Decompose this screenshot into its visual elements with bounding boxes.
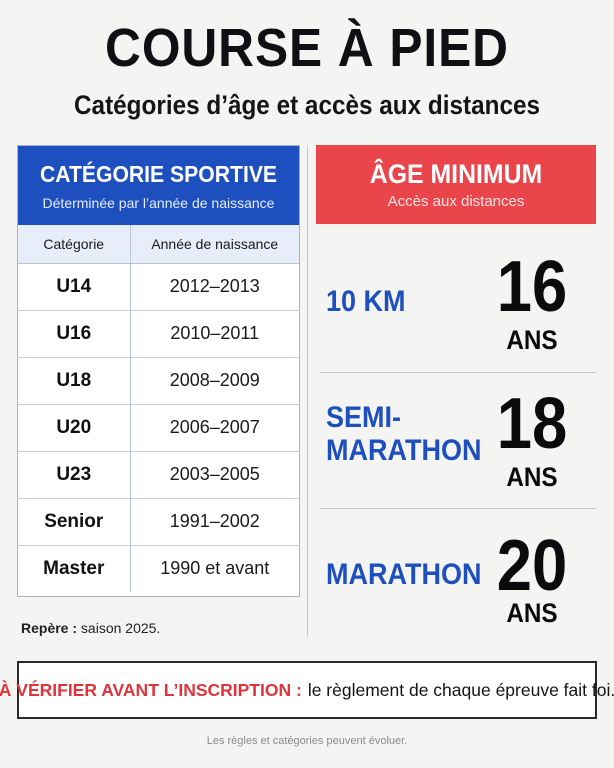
table-header-row: Catégorie Année de naissance bbox=[18, 225, 299, 264]
season-note-label: Repère : bbox=[21, 620, 78, 636]
minimum-age-value: 20 bbox=[496, 526, 568, 606]
distance-label: MARATHON bbox=[326, 558, 482, 591]
distance-row-10km: 10 KM 16 ANS bbox=[316, 245, 596, 365]
birth-year-cell: 1990 et avant bbox=[160, 558, 270, 579]
warning-box: À VÉRIFIER AVANT L’INSCRIPTION : le règl… bbox=[0, 661, 614, 719]
table-row: U20 2006–2007 bbox=[18, 404, 299, 452]
category-cell: U20 bbox=[18, 404, 131, 452]
row-divider bbox=[320, 508, 596, 509]
category-cell: U16 bbox=[18, 310, 131, 358]
minimum-age-unit: ANS bbox=[506, 598, 558, 628]
distance-label-line2: MARATHON bbox=[326, 434, 482, 467]
category-panel: CATÉGORIE SPORTIVE Déterminée par l’anné… bbox=[17, 145, 300, 597]
table-row: U14 2012–2013 bbox=[18, 263, 299, 311]
birth-year-cell: 1991–2002 bbox=[130, 498, 299, 546]
category-cell: U14 bbox=[18, 263, 131, 311]
minimum-age-unit: ANS bbox=[506, 462, 558, 492]
distance-label-line1: SEMI- bbox=[326, 401, 402, 434]
table-row: Master 1990 et avant bbox=[18, 545, 299, 592]
category-table: Catégorie Année de naissance U14 2012–20… bbox=[18, 225, 299, 592]
table-row: U16 2010–2011 bbox=[18, 310, 299, 358]
warning-label: À VÉRIFIER AVANT L’INSCRIPTION : bbox=[0, 679, 302, 700]
age-panel-heading: ÂGE MINIMUM bbox=[369, 159, 543, 189]
table-row: Senior 1991–2002 bbox=[18, 498, 299, 546]
table-row: U23 2003–2005 bbox=[18, 451, 299, 499]
table-row: U18 2008–2009 bbox=[18, 357, 299, 405]
age-panel-subheading: Accès aux distances bbox=[387, 193, 525, 210]
minimum-age-value: 16 bbox=[496, 247, 568, 327]
row-divider bbox=[320, 372, 596, 373]
birth-year-cell: 2008–2009 bbox=[130, 357, 299, 405]
birth-year-cell: 2006–2007 bbox=[130, 404, 299, 452]
column-header-category: Catégorie bbox=[18, 225, 131, 264]
footer-disclaimer: Les règles et catégories peuvent évoluer… bbox=[206, 735, 408, 747]
birth-year-cell: 2003–2005 bbox=[130, 451, 299, 499]
column-header-birth-year: Année de naissance bbox=[130, 225, 299, 264]
page-subtitle: Catégories d’âge et accès aux distances bbox=[74, 90, 540, 120]
age-panel-header: ÂGE MINIMUM Accès aux distances bbox=[316, 145, 596, 224]
category-cell: U18 bbox=[18, 357, 131, 405]
category-cell: U23 bbox=[18, 451, 131, 499]
birth-year-cell: 2012–2013 bbox=[130, 263, 299, 311]
distance-label: 10 KM bbox=[326, 285, 406, 318]
page-title: COURSE À PIED bbox=[105, 18, 509, 78]
category-cell: Master bbox=[18, 545, 131, 592]
category-panel-subheading: Déterminée par l’année de naissance bbox=[42, 195, 275, 211]
warning-text: le règlement de chaque épreuve fait foi. bbox=[307, 679, 614, 700]
season-note: Repère : saison 2025. bbox=[21, 620, 160, 636]
distance-row-marathon: MARATHON 20 ANS bbox=[316, 518, 596, 638]
category-cell: Senior bbox=[18, 498, 131, 546]
category-panel-header: CATÉGORIE SPORTIVE Déterminée par l’anné… bbox=[18, 146, 299, 225]
distance-row-half-marathon: SEMI- MARATHON 18 ANS bbox=[316, 380, 596, 505]
season-note-text: saison 2025. bbox=[80, 620, 161, 636]
birth-year-cell: 2010–2011 bbox=[130, 310, 299, 358]
category-panel-heading: CATÉGORIE SPORTIVE bbox=[39, 161, 278, 187]
minimum-age-unit: ANS bbox=[506, 325, 558, 355]
minimum-age-value: 18 bbox=[496, 384, 568, 464]
panel-divider bbox=[307, 145, 308, 637]
